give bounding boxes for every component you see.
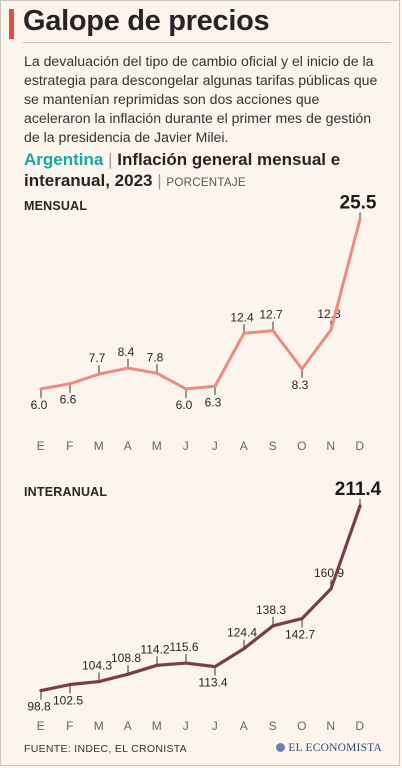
interanual-x-tick-label: E	[37, 719, 46, 733]
mensual-data-label: 8.3	[292, 378, 309, 392]
mensual-data-point	[358, 217, 362, 221]
mensual-data-label: 6.6	[60, 393, 77, 407]
mensual-data-label: 25.5	[340, 192, 377, 213]
interanual-x-tick-label: M	[94, 719, 105, 733]
mensual-data-label: 6.0	[31, 398, 48, 412]
mensual-x-tick-label: J	[183, 439, 190, 453]
mensual-data-label: 12.4	[230, 310, 254, 324]
mensual-panel-label: MENSUAL	[24, 199, 88, 213]
interanual-x-tick-label: A	[124, 719, 133, 733]
interanual-x-tick-label: A	[240, 719, 249, 733]
interanual-data-label: 98.8	[27, 700, 51, 714]
interanual-data-point	[242, 647, 246, 651]
interanual-data-point	[39, 688, 43, 693]
interanual-data-point	[300, 617, 304, 621]
globe-icon	[276, 743, 286, 752]
mensual-series-line	[39, 217, 362, 391]
mensual-data-point	[39, 387, 43, 391]
interanual-data-point	[213, 665, 217, 669]
interanual-data-point	[329, 587, 333, 591]
mensual-data-label: 7.8	[147, 350, 164, 364]
title-divider	[23, 42, 391, 43]
interanual-x-tick-label: F	[66, 719, 74, 733]
interanual-data-label: 104.3	[82, 659, 112, 673]
interanual-data-label: 124.4	[227, 626, 257, 640]
mensual-data-label: 7.7	[89, 351, 106, 365]
mensual-x-tick-label: N	[326, 439, 335, 453]
mensual-data-label: 8.4	[118, 345, 135, 359]
interanual-data-label: 102.5	[53, 694, 83, 708]
interanual-x-tick-label: M	[152, 719, 163, 733]
mensual-data-label: 12.7	[259, 308, 283, 322]
mensual-data-point	[184, 387, 188, 391]
mensual-data-point	[242, 331, 246, 335]
interanual-data-label: 114.2	[140, 642, 169, 656]
mensual-data-point	[300, 367, 304, 371]
mensual-data-point	[126, 366, 130, 370]
subtitle-unit: PORCENTAJE	[166, 177, 246, 189]
brand-logo: EL ECONOMISTA	[276, 742, 382, 754]
intro-text: La devaluación del tipo de cambio oficia…	[24, 53, 378, 145]
mensual-data-point	[271, 329, 275, 333]
source-note: FUENTE: INDEC, EL CRONISTA	[24, 743, 187, 755]
mensual-data-point	[68, 382, 72, 386]
interanual-data-point	[155, 663, 159, 667]
interanual-panel-label: INTERANUAL	[24, 485, 108, 499]
interanual-data-label: 142.7	[285, 628, 315, 642]
brand-name: EL ECONOMISTA	[288, 742, 382, 754]
mensual-data-label: 6.3	[205, 395, 222, 409]
page-title: Galope de precios	[23, 5, 270, 37]
interanual-data-label: 108.8	[111, 651, 141, 665]
chart-subtitle: Argentina | Inflación general mensual e …	[24, 149, 384, 194]
mensual-x-tick-label: A	[124, 439, 133, 453]
interanual-x-tick-label: O	[297, 719, 307, 733]
interanual-data-point	[126, 672, 130, 676]
subtitle-unit-separator: |	[157, 171, 162, 190]
mensual-data-point	[97, 372, 101, 376]
interanual-data-label: 211.4	[335, 479, 382, 500]
title-accent-bar	[9, 9, 14, 39]
interanual-series-line	[39, 504, 362, 693]
interanual-data-label: 115.6	[169, 640, 198, 654]
interanual-data-point	[184, 661, 188, 665]
interanual-data-point	[97, 679, 101, 684]
subtitle-text: Inflación general mensual e interanual, …	[24, 150, 341, 190]
mensual-x-tick-label: J	[212, 439, 219, 453]
interanual-data-point	[271, 624, 275, 628]
mensual-x-tick-label: M	[152, 439, 163, 453]
interanual-x-tick-label: J	[183, 719, 190, 733]
mensual-x-tick-label: S	[269, 439, 278, 453]
mensual-x-tick-label: E	[37, 439, 46, 453]
mensual-data-point	[213, 384, 217, 388]
mensual-x-tick-label: O	[297, 439, 307, 453]
interanual-data-label: 113.4	[198, 676, 227, 690]
mensual-x-tick-label: A	[240, 439, 249, 453]
mensual-data-point	[329, 328, 333, 332]
subtitle-country: Argentina	[24, 150, 104, 169]
interanual-x-tick-label: J	[212, 719, 219, 733]
interanual-data-point	[68, 682, 72, 687]
interanual-data-label: 138.3	[256, 603, 286, 617]
subtitle-separator: |	[108, 150, 113, 169]
interanual-x-tick-label: N	[326, 719, 335, 733]
mensual-data-label: 6.0	[176, 398, 193, 412]
mensual-x-tick-label: F	[66, 439, 74, 453]
interanual-x-tick-label: S	[269, 719, 278, 733]
interanual-data-point	[358, 504, 362, 508]
mensual-x-tick-label: D	[355, 439, 364, 453]
interanual-x-tick-label: D	[355, 719, 364, 733]
mensual-x-tick-label: M	[94, 439, 105, 453]
mensual-data-point	[155, 371, 159, 375]
